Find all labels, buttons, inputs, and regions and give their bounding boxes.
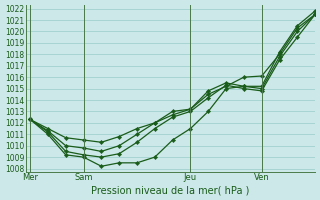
X-axis label: Pression niveau de la mer( hPa ): Pression niveau de la mer( hPa ) xyxy=(91,185,250,195)
